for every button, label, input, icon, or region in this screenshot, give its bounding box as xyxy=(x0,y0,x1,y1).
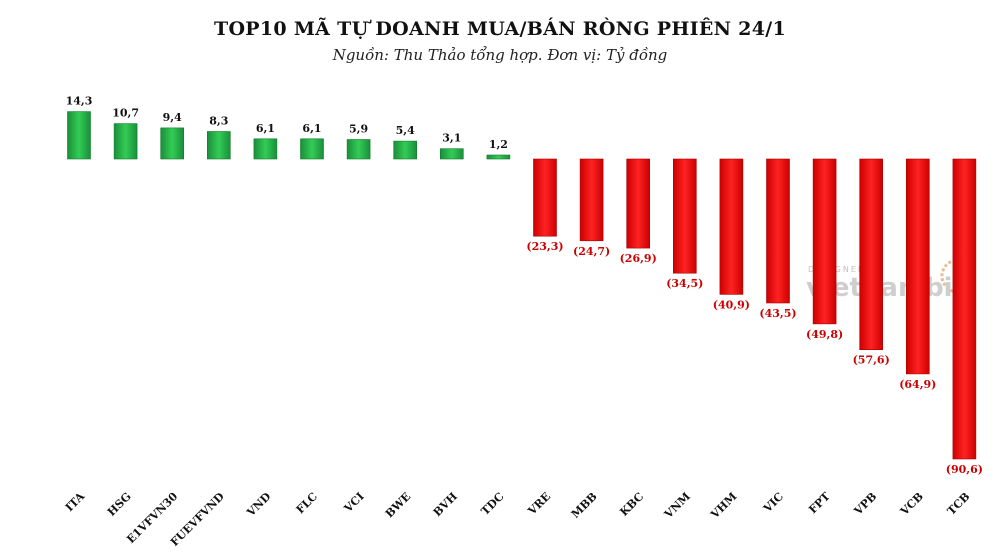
bar-bvh xyxy=(439,148,464,160)
x-tick-label-ita: ITA xyxy=(63,490,88,515)
value-label-flc: 6,1 xyxy=(302,122,321,135)
bar-vnd xyxy=(253,138,278,160)
x-tick-label-tcb: TCB xyxy=(945,490,973,518)
value-label-vci: 5,9 xyxy=(349,123,368,136)
bar-vci xyxy=(346,139,371,160)
chart-title: TOP10 MÃ TỰ DOANH MUA/BÁN RÒNG PHIÊN 24/… xyxy=(214,18,786,40)
bar-vcb xyxy=(905,158,930,375)
bar-mbb xyxy=(579,158,604,242)
value-label-vre: (23,3) xyxy=(526,240,563,253)
value-label-kbc: (26,9) xyxy=(620,252,657,265)
bar-tdc xyxy=(486,154,511,160)
bar-ita xyxy=(67,111,91,160)
x-tick-label-vre: VRE xyxy=(525,490,553,518)
bar-vic xyxy=(766,158,790,304)
value-label-vic: (43,5) xyxy=(759,307,796,320)
x-tick-label-vcb: VCB xyxy=(897,490,926,519)
bar-flc xyxy=(300,138,324,160)
value-label-vhm: (40,9) xyxy=(713,298,750,311)
x-tick-label-vhm: VHM xyxy=(708,490,740,522)
x-tick-label-kbc: KBC xyxy=(617,490,646,519)
value-label-ita: 14,3 xyxy=(66,95,93,108)
bar-e1vfvn30 xyxy=(160,127,184,160)
bar-fuevfvnd xyxy=(207,131,231,160)
value-label-bvh: 3,1 xyxy=(442,132,461,145)
x-tick-label-fpt: FPT xyxy=(806,489,833,516)
bar-vhm xyxy=(719,158,744,295)
x-tick-label-vnd: VND xyxy=(244,490,274,520)
value-label-bwe: 5,4 xyxy=(396,124,415,137)
value-label-hsg: 10,7 xyxy=(112,107,139,120)
value-label-fuevfvnd: 8,3 xyxy=(209,115,228,128)
watermark-designed-by: DESIGNED BY xyxy=(808,265,885,274)
bar-bwe xyxy=(393,140,418,160)
value-label-fpt: (49,8) xyxy=(806,328,843,341)
x-tick-label-bwe: BWE xyxy=(383,490,413,520)
x-tick-label-bvh: BVH xyxy=(431,490,460,519)
value-label-tcb: (90,6) xyxy=(946,463,983,476)
x-tick-label-vic: VIC xyxy=(760,490,786,516)
x-tick-label-vpb: VPB xyxy=(851,490,879,518)
x-tick-label-mbb: MBB xyxy=(569,490,600,521)
bar-fpt xyxy=(812,158,837,325)
value-label-vcb: (64,9) xyxy=(899,378,936,391)
x-tick-label-hsg: HSG xyxy=(105,490,134,519)
bar-vnm xyxy=(672,158,697,274)
x-tick-label-vnm: VNM xyxy=(661,490,693,522)
bar-vpb xyxy=(859,158,884,350)
value-label-e1vfvn30: 9,4 xyxy=(163,111,182,124)
value-label-vnd: 6,1 xyxy=(256,122,275,135)
value-label-vpb: (57,6) xyxy=(853,354,890,367)
chart-subtitle: Nguồn: Thu Thảo tổng hợp. Đơn vị: Tỷ đồn… xyxy=(332,46,668,64)
value-label-vnm: (34,5) xyxy=(666,277,703,290)
bar-kbc xyxy=(626,158,651,249)
bar-hsg xyxy=(113,123,138,160)
value-label-tdc: 1,2 xyxy=(489,138,508,151)
bar-tcb xyxy=(952,158,977,460)
value-label-mbb: (24,7) xyxy=(573,245,610,258)
x-tick-label-vci: VCI xyxy=(341,490,367,516)
bar-vre xyxy=(533,158,557,237)
x-tick-label-flc: FLC xyxy=(294,490,321,517)
x-tick-label-tdc: TDC xyxy=(479,490,507,518)
